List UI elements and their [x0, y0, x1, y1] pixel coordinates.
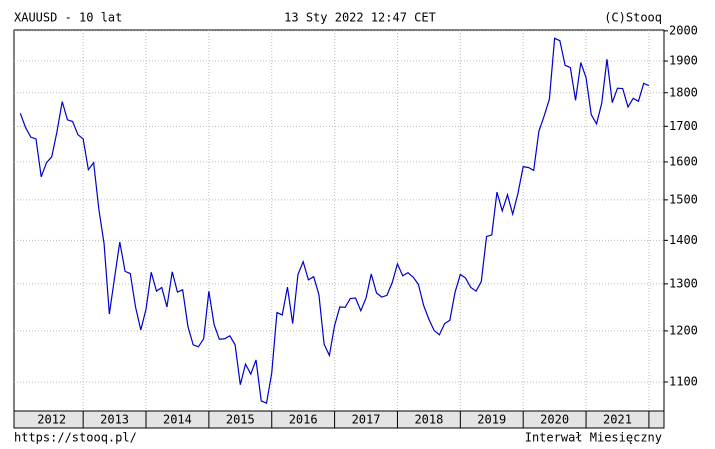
x-tick-label: 2021: [603, 413, 632, 427]
source: https://stooq.pl/: [14, 431, 137, 445]
y-tick-label: 1700: [669, 119, 698, 133]
interval: Interwał Miesięczny: [525, 431, 662, 445]
x-tick-label: 2017: [352, 413, 381, 427]
y-tick-label: 1900: [669, 54, 698, 68]
y-tick-label: 1100: [669, 374, 698, 388]
price-line: [19, 37, 650, 405]
y-tick-label: 1200: [669, 323, 698, 337]
x-tick-label: 2013: [100, 413, 129, 427]
x-tick-label: 2019: [477, 413, 506, 427]
y-tick-label: 1800: [669, 85, 698, 99]
x-tick-label: 2012: [37, 413, 66, 427]
y-tick-label: 1300: [669, 276, 698, 290]
y-tick-label: 1600: [669, 154, 698, 168]
chart-subtitle: 13 Sty 2022 12:47 CET: [284, 11, 436, 25]
x-tick-label: 2018: [414, 413, 443, 427]
y-tick-label: 1400: [669, 233, 698, 247]
y-tick-label: 2000: [669, 23, 698, 37]
y-tick-label: 1500: [669, 192, 698, 206]
x-tick-label: 2015: [226, 413, 255, 427]
x-tick-label: 2014: [163, 413, 192, 427]
x-tick-label: 2020: [540, 413, 569, 427]
plot-area: [13, 29, 665, 412]
copyright: (C)Stooq: [604, 11, 662, 25]
x-tick-label: 2016: [289, 413, 318, 427]
chart-title: XAUUSD - 10 lat: [14, 11, 122, 25]
